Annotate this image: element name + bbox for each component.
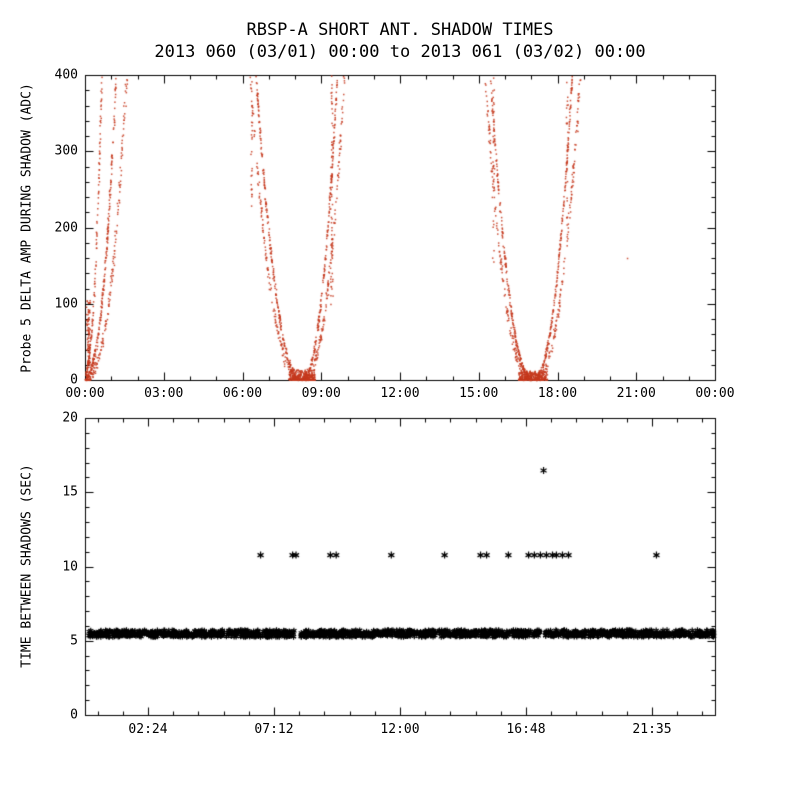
bottom-x-tick-label: 07:12 (254, 722, 294, 737)
bottom-x-tick-label: 21:35 (632, 722, 672, 737)
top-x-tick-label: 00:00 (695, 386, 735, 401)
top-y-tick-label: 300 (54, 143, 78, 159)
top-y-tick-label: 100 (54, 296, 78, 312)
top-x-tick-label: 21:00 (616, 386, 656, 401)
bottom-x-tick-label: 16:48 (506, 722, 546, 737)
bottom-y-tick-label: 5 (70, 633, 78, 649)
chart-subtitle: 2013 060 (03/01) 00:00 to 2013 061 (03/0… (154, 42, 646, 62)
top-x-tick-label: 03:00 (144, 386, 184, 401)
top-y-tick-label: 200 (54, 220, 78, 235)
top-x-tick-label: 15:00 (459, 386, 499, 401)
bottom-y-tick-label: 15 (62, 484, 78, 500)
top-x-tick-label: 00:00 (65, 386, 105, 401)
bottom-x-tick-label: 02:24 (128, 722, 168, 737)
top-x-tick-label: 09:00 (301, 386, 341, 401)
bottom-y-tick-label: 0 (70, 707, 78, 723)
top-x-tick-label: 12:00 (380, 386, 420, 401)
bottom-y-tick-label: 20 (62, 410, 78, 426)
bottom-x-tick-label: 12:00 (380, 722, 420, 737)
top-x-tick-label: 06:00 (222, 386, 263, 401)
bottom-y-axis-label: TIME BETWEEN SHADOWS (SEC) (19, 464, 35, 668)
bottom-y-tick-label: 10 (62, 559, 78, 574)
top-y-tick-label: 400 (54, 67, 78, 83)
top-y-tick-label: 0 (70, 372, 78, 388)
chart-title: RBSP-A SHORT ANT. SHADOW TIMES (246, 20, 554, 40)
top-y-axis-label: Probe 5 DELTA AMP DURING SHADOW (ADC) (19, 83, 35, 373)
top-x-tick-label: 18:00 (537, 386, 578, 401)
